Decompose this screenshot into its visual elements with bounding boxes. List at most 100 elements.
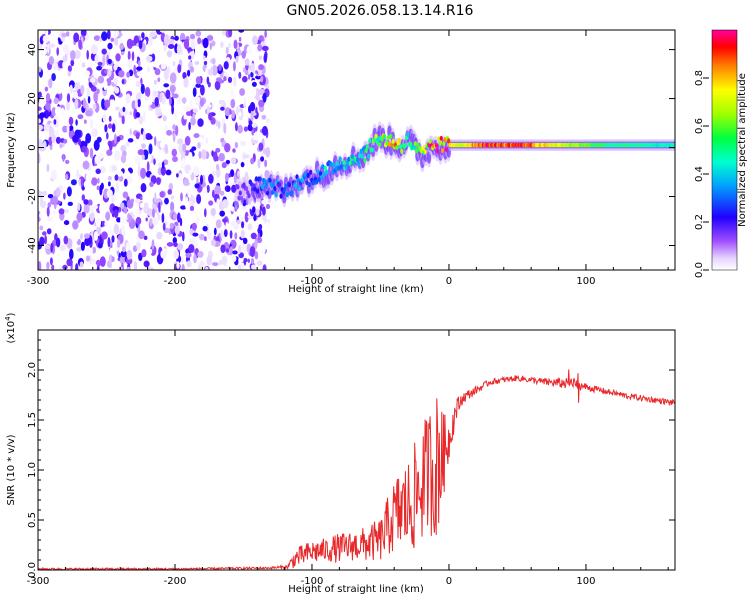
noise-speckle (167, 44, 175, 49)
noise-speckle (93, 91, 98, 103)
noise-speckle (163, 83, 170, 88)
tone-core (332, 162, 336, 168)
noise-speckle (232, 61, 236, 72)
noise-speckle (262, 264, 267, 270)
noise-speckle (109, 247, 116, 256)
spectrogram-y-label: Frequency (Hz) (6, 112, 17, 188)
tone-core (386, 135, 390, 141)
tone-core (408, 141, 413, 147)
noise-speckle (60, 107, 65, 118)
noise-speckle (81, 145, 87, 153)
noise-speckle (74, 82, 79, 90)
noise-speckle (159, 191, 165, 198)
noise-speckle (230, 220, 236, 227)
noise-speckle (121, 115, 125, 125)
tone-core (344, 164, 348, 170)
noise-speckle (210, 124, 217, 130)
y-tick-label: -40 (27, 237, 38, 253)
noise-speckle (115, 53, 121, 62)
noise-speckle (141, 154, 145, 161)
noise-speckle (225, 221, 229, 231)
noise-speckle (166, 129, 173, 136)
noise-speckle (210, 163, 215, 168)
noise-speckle (162, 115, 167, 122)
tone-core (444, 146, 448, 152)
noise-speckle (208, 200, 214, 206)
noise-speckle (228, 43, 232, 48)
noise-speckle (195, 30, 202, 37)
noise-speckle (244, 211, 249, 223)
noise-speckle (63, 192, 66, 200)
y-tick-label: 0.5 (27, 512, 38, 528)
noise-speckle (170, 201, 175, 212)
tone-core (383, 134, 387, 140)
noise-speckle (206, 76, 210, 85)
tone-core (270, 190, 274, 195)
tone-core (352, 160, 356, 166)
noise-speckle (220, 244, 226, 253)
noise-speckle (55, 38, 59, 48)
tone-core (294, 183, 298, 189)
noise-speckle (44, 235, 47, 245)
noise-speckle (197, 250, 204, 258)
noise-speckle (165, 169, 172, 176)
noise-speckle (222, 199, 229, 209)
noise-speckle (126, 249, 133, 260)
tone-core (237, 195, 241, 201)
snr-x-label: Height of straight line (km) (288, 584, 424, 595)
noise-speckle (180, 256, 184, 264)
x-tick-label: 0 (446, 576, 452, 587)
tone-core (288, 182, 292, 188)
noise-speckle (250, 257, 255, 265)
noise-speckle (39, 112, 46, 118)
snr-y-label: SNR (10 * v/v) (6, 434, 17, 505)
noise-speckle (257, 158, 261, 169)
noise-speckle (189, 200, 193, 206)
noise-speckle (185, 252, 192, 258)
noise-speckle (187, 69, 191, 77)
noise-speckle (63, 138, 68, 144)
noise-speckle (181, 158, 186, 168)
noise-speckle (189, 98, 193, 109)
x-tick-label: -100 (301, 576, 324, 587)
noise-speckle (234, 232, 238, 240)
noise-speckle (258, 99, 265, 108)
tone-core (268, 177, 272, 183)
noise-speckle (74, 50, 81, 59)
spectrogram-x-label: Height of straight line (km) (288, 284, 424, 295)
tone-core (265, 190, 270, 196)
noise-speckle (42, 35, 50, 43)
tone-core (415, 148, 419, 154)
noise-speckle (250, 86, 257, 98)
noise-speckle (246, 45, 253, 55)
noise-speckle (58, 166, 64, 172)
noise-speckle (87, 199, 93, 207)
noise-speckle (218, 79, 225, 84)
noise-speckle (42, 231, 47, 236)
noise-speckle (42, 140, 47, 150)
noise-speckle (148, 135, 153, 140)
noise-speckle (258, 64, 264, 71)
noise-speckle (108, 115, 112, 122)
noise-speckle (38, 261, 42, 270)
tone-core (304, 172, 308, 178)
noise-speckle (122, 150, 127, 157)
noise-speckle (192, 108, 198, 114)
noise-speckle (227, 76, 233, 83)
tone-core (253, 186, 257, 192)
noise-speckle (247, 258, 250, 263)
noise-speckle (260, 156, 265, 162)
noise-speckle (264, 159, 267, 168)
noise-speckle (138, 252, 143, 262)
noise-speckle (73, 32, 80, 43)
noise-speckle (166, 50, 173, 58)
noise-speckle (118, 70, 125, 78)
noise-speckle (47, 43, 50, 54)
noise-speckle (210, 66, 214, 76)
colorbar-tick-label: 0.6 (694, 118, 705, 134)
noise-speckle (224, 143, 231, 153)
tone-core (285, 192, 289, 198)
noise-speckle (134, 198, 141, 204)
noise-speckle (156, 231, 163, 240)
tone-core (315, 179, 319, 185)
